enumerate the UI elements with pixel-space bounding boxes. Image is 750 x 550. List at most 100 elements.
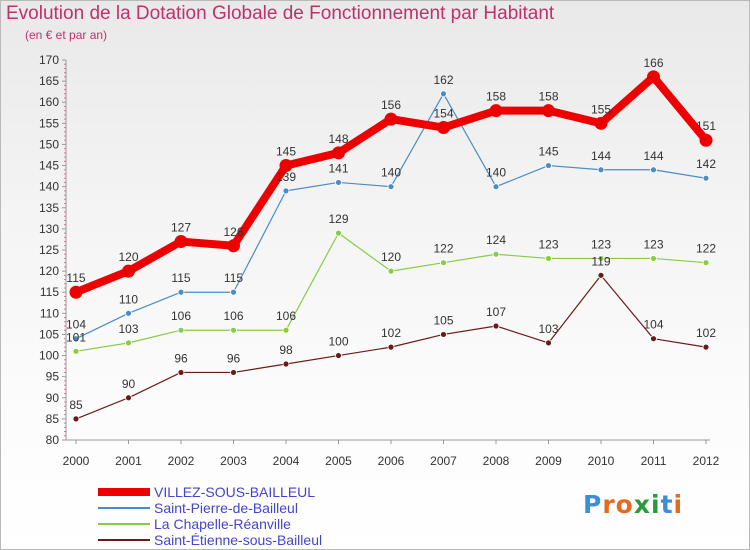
- legend-item: Saint-Pierre-de-Bailleul: [98, 500, 298, 516]
- data-point: [177, 288, 185, 296]
- data-label: 144: [643, 149, 663, 163]
- data-label: 115: [171, 271, 190, 285]
- data-point: [702, 259, 710, 267]
- data-point: [440, 259, 447, 267]
- data-label: 104: [66, 318, 86, 332]
- x-tick-label: 2009: [535, 454, 562, 468]
- chart-title: Evolution de la Dotation Globale de Fonc…: [6, 3, 555, 24]
- data-point: [279, 159, 293, 173]
- data-point: [69, 285, 83, 299]
- data-point: [650, 335, 657, 343]
- data-label: 123: [643, 237, 663, 251]
- data-point: [545, 339, 552, 347]
- x-tick-label: 2012: [693, 454, 720, 468]
- data-point: [492, 250, 500, 258]
- data-label: 120: [381, 250, 401, 264]
- data-label: 145: [538, 145, 558, 159]
- logo-letter: i: [673, 490, 684, 519]
- data-label: 154: [433, 107, 453, 121]
- x-tick-label: 2011: [641, 454, 667, 468]
- data-point: [125, 339, 132, 347]
- x-tick-label: 2007: [430, 454, 457, 468]
- data-point: [332, 146, 345, 160]
- data-point: [437, 121, 450, 135]
- data-point: [699, 133, 713, 147]
- x-tick-label: 2010: [588, 454, 615, 468]
- data-label: 120: [118, 250, 138, 264]
- data-label: 98: [279, 343, 293, 357]
- data-point: [125, 309, 132, 317]
- data-label: 105: [433, 313, 453, 327]
- data-label: 151: [696, 119, 716, 133]
- data-label: 142: [696, 157, 716, 171]
- logo-letter: P: [583, 490, 603, 519]
- data-point: [647, 70, 660, 84]
- y-tick-label: 135: [39, 201, 59, 215]
- data-label: 96: [227, 351, 241, 365]
- data-label: 141: [328, 161, 348, 175]
- data-label: 162: [433, 73, 453, 87]
- data-point: [387, 267, 395, 275]
- legend-swatch: [98, 488, 150, 496]
- data-point: [492, 183, 500, 191]
- x-tick-label: 2001: [115, 454, 142, 468]
- data-label: 140: [486, 166, 506, 180]
- series-line-1: [75, 93, 707, 340]
- data-point: [542, 104, 555, 118]
- data-label: 123: [591, 237, 611, 251]
- data-point: [545, 255, 552, 262]
- data-point: [597, 166, 605, 174]
- data-label: 106: [276, 309, 296, 323]
- logo-letter: x: [633, 490, 651, 519]
- chart-subtitle: (en € et par an): [25, 28, 108, 42]
- data-point: [282, 360, 290, 368]
- data-label: 119: [591, 254, 610, 268]
- y-tick-label: 165: [39, 74, 59, 88]
- data-point: [177, 369, 185, 376]
- x-tick-label: 2004: [273, 454, 300, 468]
- data-point: [230, 326, 237, 334]
- data-label: 127: [171, 221, 191, 235]
- data-point: [650, 255, 657, 262]
- data-point: [177, 326, 185, 334]
- data-point: [702, 174, 710, 182]
- data-label: 102: [381, 326, 401, 340]
- data-point: [489, 104, 503, 118]
- legend-swatch: [98, 523, 150, 525]
- x-tick-label: 2006: [378, 454, 405, 468]
- data-point: [282, 187, 290, 195]
- logo-letter: o: [615, 490, 634, 519]
- data-label: 123: [538, 237, 558, 251]
- data-point: [335, 179, 342, 186]
- y-tick-label: 145: [39, 159, 59, 173]
- data-label: 115: [66, 271, 85, 285]
- data-label: 110: [119, 292, 138, 306]
- data-label: 90: [122, 377, 136, 391]
- data-label: 156: [381, 98, 401, 112]
- data-point: [72, 335, 80, 343]
- data-label: 126: [223, 225, 243, 239]
- y-tick-label: 140: [39, 180, 59, 194]
- data-point: [702, 343, 710, 351]
- x-tick-label: 2003: [220, 454, 247, 468]
- data-label: 144: [591, 149, 611, 163]
- logo-letter: t: [660, 490, 674, 519]
- data-label: 140: [381, 166, 401, 180]
- y-tick-label: 155: [39, 116, 59, 130]
- data-label: 103: [118, 322, 138, 336]
- data-point: [597, 271, 605, 279]
- data-point: [597, 255, 605, 262]
- data-point: [125, 394, 132, 402]
- data-point: [230, 288, 237, 296]
- y-tick-label: 95: [46, 370, 60, 384]
- data-point: [335, 352, 342, 359]
- legend-swatch: [98, 539, 150, 541]
- y-tick-label: 85: [46, 412, 60, 426]
- data-label: 158: [486, 90, 506, 104]
- data-label: 107: [486, 305, 506, 319]
- y-tick-label: 120: [39, 264, 59, 278]
- data-point: [282, 326, 290, 334]
- x-tick-label: 2002: [168, 454, 195, 468]
- data-point: [335, 229, 342, 237]
- x-tick-label: 2008: [483, 454, 510, 468]
